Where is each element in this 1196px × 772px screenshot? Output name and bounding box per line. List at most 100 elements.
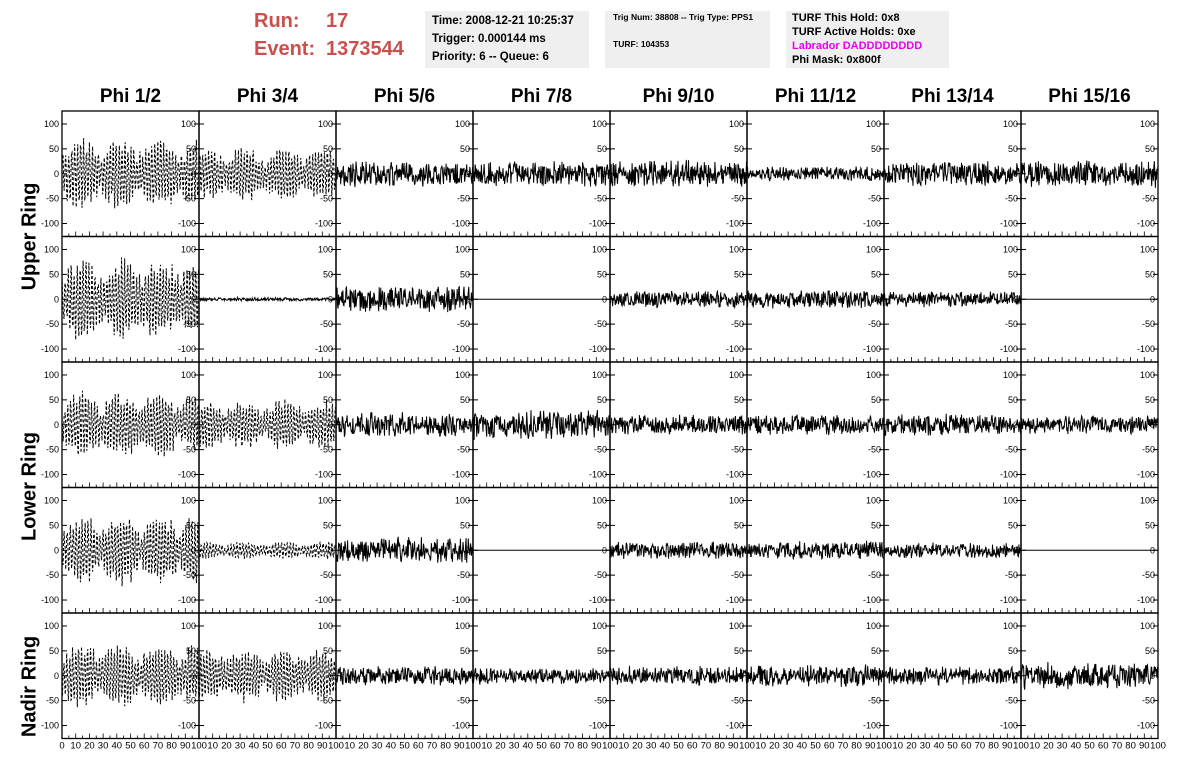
y-tick-label: 100 [181, 119, 196, 129]
col-header-5: Phi 9/10 [642, 86, 715, 107]
y-tick-label: -50 [594, 319, 607, 329]
waveform-trace [198, 540, 337, 560]
y-tick-label: -100 [863, 595, 881, 605]
y-tick-label: 100 [181, 495, 196, 505]
y-tick-label: 0 [876, 671, 881, 681]
y-tick-label: -50 [320, 194, 333, 204]
y-tick-label: -50 [457, 696, 470, 706]
x-tick-label: 40 [386, 741, 397, 752]
trig-num-text: Trig Num: 38808 -- Trig Type: PPS1 [613, 12, 754, 22]
y-tick-label: -50 [320, 696, 333, 706]
y-tick-label: 100 [866, 119, 881, 129]
x-tick-label: 50 [399, 741, 410, 752]
y-tick-label: -50 [320, 570, 333, 580]
x-tick-label: 20 [495, 741, 506, 752]
y-tick-label: 100 [1140, 244, 1155, 254]
y-tick-label: -100 [1000, 470, 1018, 480]
y-tick-label: -100 [1000, 595, 1018, 605]
y-tick-label: -50 [457, 445, 470, 455]
y-tick-label: -50 [183, 445, 196, 455]
y-tick-label: 100 [1140, 370, 1155, 380]
x-tick-label: 30 [509, 741, 520, 752]
y-tick-label: -100 [1137, 470, 1155, 480]
y-tick-label: 0 [465, 420, 470, 430]
y-tick-label: 100 [44, 621, 59, 631]
x-tick-label: 70 [427, 741, 438, 752]
x-tick-label: 50 [673, 741, 684, 752]
y-tick-label: 50 [871, 520, 881, 530]
y-tick-label: 100 [181, 621, 196, 631]
y-tick-label: 50 [1008, 144, 1018, 154]
y-tick-label: 100 [592, 244, 607, 254]
y-tick-label: 50 [871, 646, 881, 656]
y-tick-label: 100 [729, 119, 744, 129]
x-tick-label: 100 [876, 741, 892, 752]
y-tick-label: -50 [731, 319, 744, 329]
y-tick-label: 100 [455, 495, 470, 505]
y-tick-label: -100 [178, 344, 196, 354]
y-tick-label: 100 [866, 370, 881, 380]
x-tick-label: 60 [687, 741, 698, 752]
y-tick-label: -100 [1137, 219, 1155, 229]
y-tick-label: -100 [589, 344, 607, 354]
y-tick-label: 50 [460, 520, 470, 530]
x-tick-label: 70 [838, 741, 849, 752]
y-tick-label: -100 [178, 721, 196, 731]
col-header-8: Phi 15/16 [1048, 86, 1131, 107]
col-header-6: Phi 11/12 [774, 86, 857, 107]
y-tick-label: 50 [871, 144, 881, 154]
y-tick-label: 0 [465, 671, 470, 681]
y-tick-label: 100 [181, 370, 196, 380]
y-tick-label: 50 [597, 395, 607, 405]
x-tick-label: 10 [481, 741, 492, 752]
waveform-trace [335, 536, 474, 563]
y-tick-label: 50 [460, 395, 470, 405]
y-tick-label: -100 [41, 344, 59, 354]
y-tick-label: -100 [315, 721, 333, 731]
y-tick-label: 0 [876, 420, 881, 430]
y-tick-label: -100 [315, 219, 333, 229]
y-tick-label: 100 [44, 244, 59, 254]
y-tick-label: 50 [49, 144, 59, 154]
y-tick-label: -100 [1000, 721, 1018, 731]
y-tick-label: -100 [863, 219, 881, 229]
x-tick-label: 60 [276, 741, 287, 752]
y-tick-label: -50 [594, 194, 607, 204]
y-tick-label: -100 [452, 595, 470, 605]
waveform-trace [609, 290, 748, 310]
waveform-trace [335, 412, 474, 437]
y-tick-label: 100 [455, 244, 470, 254]
y-tick-label: 100 [455, 370, 470, 380]
event-label: Event: [254, 38, 316, 60]
x-tick-label: 0 [59, 741, 64, 752]
x-tick-label: 40 [249, 741, 260, 752]
waveform-trace [61, 257, 200, 340]
y-tick-label: 100 [866, 621, 881, 631]
col-header-7: Phi 13/14 [911, 86, 994, 107]
phi-mask-text: Phi Mask: 0x800f [792, 54, 881, 66]
x-tick-label: 100 [1150, 741, 1166, 752]
waveform-trace [61, 390, 200, 457]
x-tick-label: 30 [646, 741, 657, 752]
waveform-trace [198, 295, 337, 303]
y-tick-label: -50 [868, 696, 881, 706]
x-tick-label: 90 [865, 741, 876, 752]
y-tick-label: 100 [1140, 495, 1155, 505]
trigger-info-box: Trig Num: 38808 -- Trig Type: PPS1 TURF:… [605, 11, 770, 68]
y-tick-label: -50 [320, 445, 333, 455]
x-tick-label: 80 [1125, 741, 1136, 752]
waveform-trace [609, 414, 748, 435]
y-tick-label: -100 [726, 344, 744, 354]
y-tick-label: 0 [191, 545, 196, 555]
